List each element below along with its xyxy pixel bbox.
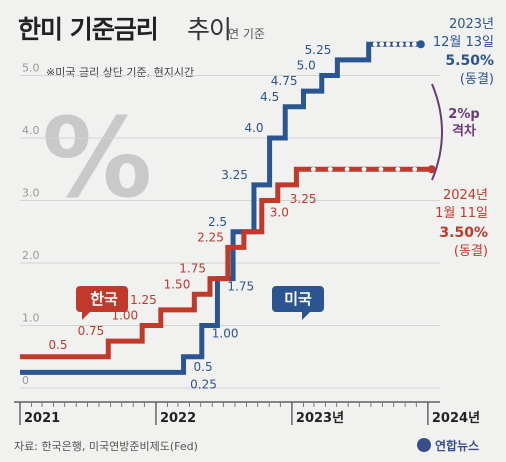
hold-dot bbox=[378, 166, 384, 172]
kr-annotation-date: 1월 11일 bbox=[435, 206, 488, 221]
kr-value-label: 0.75 bbox=[78, 324, 105, 338]
logo-text: 연합뉴스 bbox=[435, 438, 479, 453]
us-value-label: 5.25 bbox=[305, 43, 332, 57]
us-value-label: 2.5 bbox=[208, 215, 227, 229]
y-tick-label: 1.0 bbox=[22, 312, 40, 325]
source-note: 자료: 한국은행, 미국연방준비제도(Fed) bbox=[14, 440, 198, 453]
hold-dot bbox=[405, 41, 411, 47]
chart-title: 한미 기준금리 bbox=[18, 15, 158, 44]
unit-label: 연 기준 bbox=[228, 27, 265, 41]
hold-dot bbox=[361, 166, 367, 172]
x-tick-label: 2024년 bbox=[432, 411, 480, 426]
gap-label: 2%p bbox=[448, 107, 479, 122]
us-value-label: 4.5 bbox=[260, 90, 279, 104]
us-annotation-year: 2023년 bbox=[449, 17, 494, 32]
hold-dot bbox=[398, 41, 404, 47]
x-tick-label: 2023년 bbox=[296, 411, 344, 426]
legend-tag-usa-label: 미국 bbox=[284, 290, 312, 308]
us-value-label: 0.5 bbox=[194, 360, 213, 374]
legend-tag-usa: 미국 bbox=[272, 286, 324, 320]
hold-dot bbox=[379, 41, 385, 47]
y-tick-label: 0 bbox=[22, 374, 29, 387]
end-point-marker bbox=[427, 165, 436, 174]
chart-title-sub: 추이 bbox=[187, 15, 231, 44]
x-tick-label: 2021 bbox=[24, 411, 60, 426]
hold-dot bbox=[344, 166, 350, 172]
us-annotation-status: (동결) bbox=[460, 72, 494, 87]
hold-dot bbox=[395, 166, 401, 172]
kr-value-label: 1.50 bbox=[164, 277, 191, 291]
hold-dot bbox=[411, 41, 417, 47]
percent-decor-icon: % bbox=[42, 94, 152, 222]
kr-value-label: 2.25 bbox=[197, 230, 224, 244]
us-value-label: 4.0 bbox=[244, 121, 263, 135]
hold-dot bbox=[327, 166, 333, 172]
hold-dot bbox=[310, 166, 316, 172]
hold-dot bbox=[385, 41, 391, 47]
gap-bracket bbox=[431, 83, 443, 181]
series-line-korea bbox=[20, 166, 432, 360]
x-tick-label: 2022 bbox=[160, 411, 196, 426]
y-tick-label: 4.0 bbox=[22, 124, 40, 137]
kr-value-label: 3.0 bbox=[270, 206, 289, 220]
kr-annotation-rate: 3.50% bbox=[439, 225, 488, 241]
kr-annotation-year: 2024년 bbox=[443, 188, 488, 203]
kr-value-label: 1.75 bbox=[179, 262, 206, 276]
series-line-usa bbox=[20, 41, 421, 375]
hold-dot bbox=[392, 41, 398, 47]
y-axis-ticks: 0 1.0 2.0 3.0 4.0 5.0 bbox=[22, 62, 40, 388]
y-tick-label: 2.0 bbox=[22, 249, 40, 262]
us-annotation-date: 12월 13일 bbox=[433, 35, 494, 50]
us-value-label: 5.0 bbox=[297, 59, 316, 73]
us-value-label: 3.25 bbox=[221, 168, 248, 182]
y-tick-label: 5.0 bbox=[22, 62, 40, 75]
us-value-label: 0.25 bbox=[190, 377, 217, 391]
kr-value-label: 0.5 bbox=[48, 338, 67, 352]
hold-dot bbox=[372, 41, 378, 47]
gap-label-2: 격차 bbox=[452, 123, 476, 139]
kr-value-label: 1.25 bbox=[130, 293, 157, 307]
us-value-label: 1.00 bbox=[212, 327, 239, 341]
hold-dot bbox=[412, 166, 418, 172]
legend-tag-korea: 한국 bbox=[76, 286, 128, 320]
legend-tag-korea-label: 한국 bbox=[90, 290, 118, 308]
footnote: ※미국 금리 상단 기준, 현지시간 bbox=[46, 66, 194, 79]
kr-annotation-status: (동결) bbox=[454, 244, 488, 259]
logo: 연합뉴스 bbox=[417, 438, 479, 453]
x-axis: 2021 2022 2023년 2024년 bbox=[14, 401, 480, 426]
kr-value-label: 3.25 bbox=[290, 192, 317, 206]
y-tick-label: 3.0 bbox=[22, 187, 40, 200]
logo-mark-icon bbox=[417, 438, 431, 452]
us-value-label: 1.75 bbox=[227, 280, 254, 294]
us-annotation-rate: 5.50% bbox=[445, 53, 494, 69]
us-value-label: 4.75 bbox=[271, 74, 298, 88]
end-point-marker bbox=[416, 40, 425, 49]
series-layer bbox=[20, 40, 436, 375]
